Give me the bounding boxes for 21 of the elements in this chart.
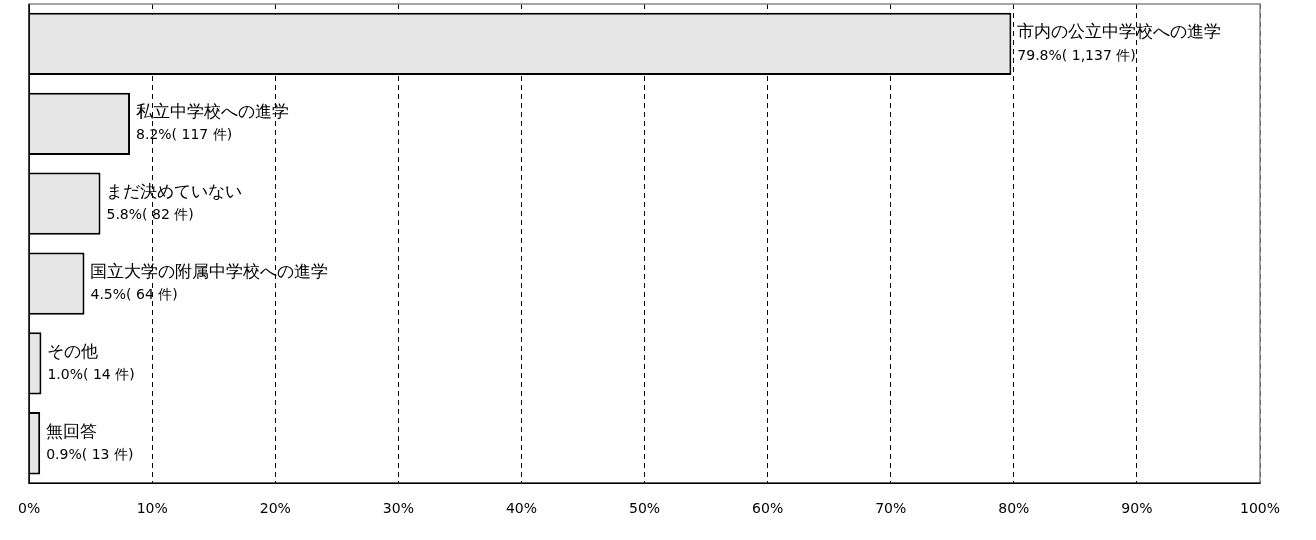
data-label: 8.2%( 117 件)	[136, 126, 233, 143]
y-tick-label: 市内の公立中学校への進学	[1017, 21, 1222, 42]
x-tick-label: 30%	[382, 500, 414, 517]
x-tick-label: 10%	[136, 500, 168, 517]
x-tick-label: 70%	[875, 500, 907, 517]
x-tick-label: 50%	[628, 500, 661, 517]
x-tick-label: 100%	[1239, 500, 1281, 517]
x-tick-label: 20%	[259, 500, 291, 517]
data-label: 4.5%( 64 件)	[90, 286, 178, 303]
x-tick-label: 90%	[1121, 500, 1153, 517]
y-tick-label: まだ決めていない	[106, 181, 243, 202]
x-tick-label: 60%	[752, 500, 784, 517]
y-tick-label: その他	[47, 340, 99, 361]
x-tick-label: 0%	[18, 500, 41, 517]
data-label: 1.0%( 14 件)	[47, 366, 135, 383]
data-label: 79.8%( 1,137 件)	[1017, 46, 1136, 63]
x-tick-label: 80%	[998, 500, 1030, 517]
y-tick-label: 無回答	[46, 420, 98, 441]
data-label: 0.9%( 13 件)	[46, 445, 134, 462]
x-tick-label: 40%	[505, 500, 538, 517]
data-label: 5.8%( 82 件)	[106, 206, 194, 223]
